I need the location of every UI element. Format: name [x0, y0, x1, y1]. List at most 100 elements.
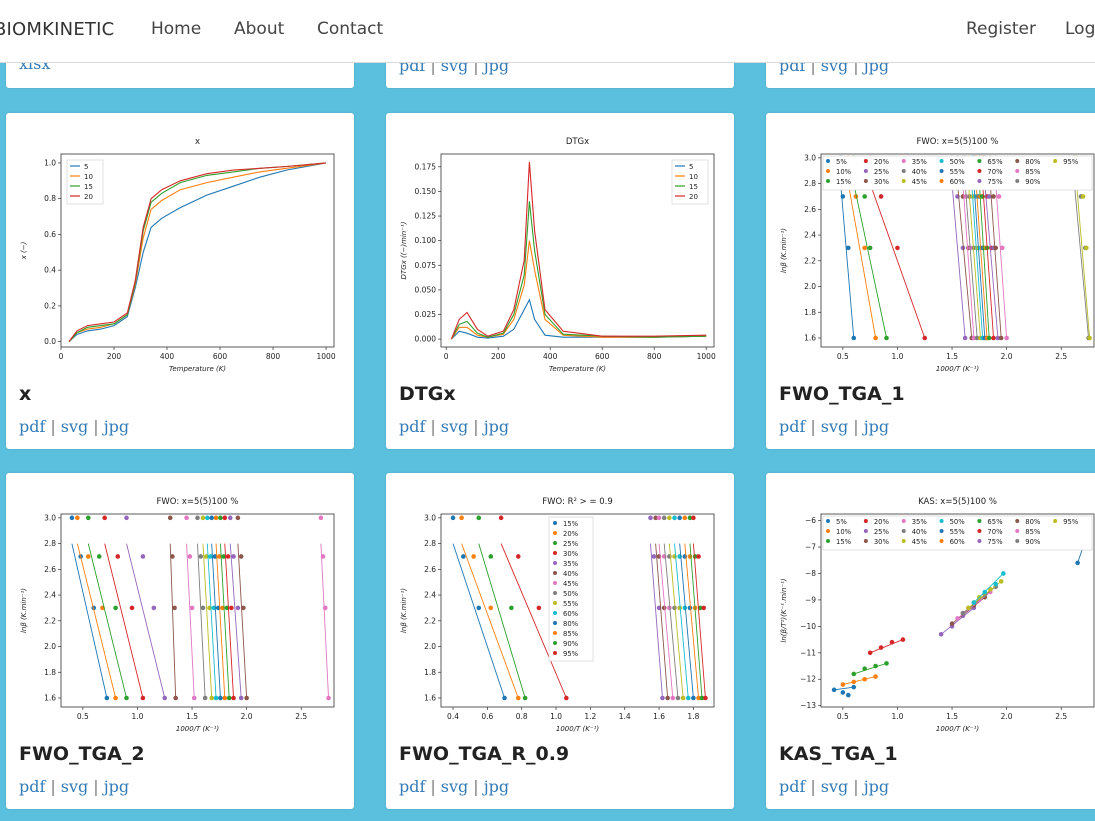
y-tick-label: 2.4	[804, 231, 816, 240]
y-tick-label: 2.8	[424, 539, 436, 548]
nav-login-link[interactable]: Log	[1065, 19, 1095, 39]
legend-label: 45%	[912, 538, 928, 546]
data-point	[205, 515, 210, 521]
y-tick-label: 0.075	[415, 261, 437, 270]
data-point	[873, 335, 878, 341]
legend-label: 40%	[563, 570, 579, 578]
pdf-link[interactable]: pdf	[19, 777, 46, 796]
y-tick-label: 0.125	[415, 212, 437, 221]
pdf-link[interactable]: pdf	[779, 777, 806, 796]
svg-link[interactable]: svg	[820, 417, 849, 436]
x-axis-label: 1000/T (K⁻¹)	[936, 365, 979, 373]
data-point	[209, 515, 214, 521]
figure-title: FWO_TGA_R_0.9	[399, 743, 570, 765]
pdf-link[interactable]: pdf	[779, 417, 806, 436]
y-tick-label: −6	[805, 516, 816, 525]
series-line-5	[68, 162, 327, 343]
data-point	[862, 245, 867, 251]
data-point	[167, 515, 173, 521]
data-point	[200, 515, 206, 521]
data-point	[1084, 245, 1089, 251]
pdf-link[interactable]: pdf	[399, 777, 426, 796]
data-point	[213, 695, 219, 701]
fit-line	[219, 543, 230, 699]
x-tick-label: 400	[160, 352, 175, 361]
y-tick-label: 2.0	[804, 282, 816, 291]
x-tick-label: 2.5	[1055, 352, 1067, 361]
legend-marker	[863, 519, 868, 523]
data-point	[703, 695, 708, 701]
jpg-link[interactable]: jpg	[103, 417, 130, 436]
pdf-link[interactable]: pdf	[399, 417, 426, 436]
y-tick-label: 2.0	[44, 642, 56, 651]
data-point	[225, 554, 231, 559]
data-point	[661, 605, 667, 611]
brand-logo[interactable]: BIOMKINETIC	[0, 19, 115, 40]
svg-link[interactable]: svg	[820, 777, 849, 796]
data-point	[184, 515, 189, 521]
legend-marker	[863, 539, 868, 543]
jpg-link[interactable]: jpg	[863, 417, 890, 436]
x-tick-label: 0.5	[77, 712, 89, 721]
fit-line	[842, 676, 876, 685]
download-links: pdf | svg | jpg	[399, 417, 509, 436]
legend-marker	[826, 179, 830, 183]
link-separator: |	[93, 417, 99, 436]
data-point	[846, 245, 851, 251]
legend-label: 40%	[912, 168, 928, 176]
nav-home-link[interactable]: Home	[151, 19, 202, 39]
svg-link[interactable]: svg	[440, 417, 469, 436]
nav-register-link[interactable]: Register	[966, 19, 1036, 39]
jpg-link[interactable]: jpg	[863, 777, 890, 796]
nav-about-link[interactable]: About	[234, 19, 285, 39]
legend-label: 55%	[563, 600, 579, 608]
y-tick-label: 3.0	[804, 153, 816, 162]
legend-label: 25%	[563, 540, 579, 548]
x-tick-label: 0	[444, 352, 449, 361]
download-links: pdf | svg | jpg	[19, 417, 129, 436]
data-point	[687, 515, 693, 521]
x-tick-label: 2.0	[1001, 712, 1013, 721]
x-tick-label: 0.8	[516, 712, 528, 721]
pdf-link[interactable]: pdf	[19, 417, 46, 436]
link-separator: |	[50, 417, 56, 436]
series-line-5	[451, 298, 707, 340]
data-point	[235, 605, 241, 611]
fit-line	[202, 543, 213, 699]
y-tick-label: 3.0	[44, 513, 56, 522]
y-tick-label: 1.8	[44, 668, 56, 677]
fit-line	[674, 543, 689, 699]
data-point	[140, 695, 146, 701]
data-point	[971, 245, 977, 251]
x-tick-label: 0.6	[481, 712, 493, 721]
fit-line	[224, 543, 234, 699]
legend-label: 35%	[912, 158, 928, 166]
jpg-link[interactable]: jpg	[483, 417, 510, 436]
x-tick-label: 1000	[317, 352, 336, 361]
fit-line	[975, 183, 988, 339]
x-tick-label: 2.0	[241, 712, 253, 721]
y-tick-label: 0.8	[44, 194, 56, 203]
legend-marker	[863, 529, 868, 533]
x-tick-label: 1000	[697, 352, 716, 361]
svg-link[interactable]: svg	[60, 777, 89, 796]
link-separator: |	[430, 777, 436, 796]
svg-link[interactable]: svg	[440, 777, 469, 796]
data-point	[680, 695, 686, 701]
fit-line	[104, 543, 144, 699]
jpg-link[interactable]: jpg	[103, 777, 130, 796]
series-line-10	[68, 162, 327, 342]
legend-label: 60%	[950, 178, 966, 186]
legend-label: 70%	[987, 528, 1003, 536]
data-point	[212, 554, 218, 559]
series-line-10	[450, 240, 707, 340]
legend-label: 80%	[563, 620, 579, 628]
nav-contact-link[interactable]: Contact	[317, 19, 384, 39]
legend-marker	[1053, 159, 1058, 163]
data-point	[218, 695, 223, 701]
y-tick-label: 0.2	[44, 301, 56, 310]
jpg-link[interactable]: jpg	[483, 777, 510, 796]
data-point	[1004, 335, 1009, 341]
data-point	[124, 515, 129, 521]
svg-link[interactable]: svg	[60, 417, 89, 436]
